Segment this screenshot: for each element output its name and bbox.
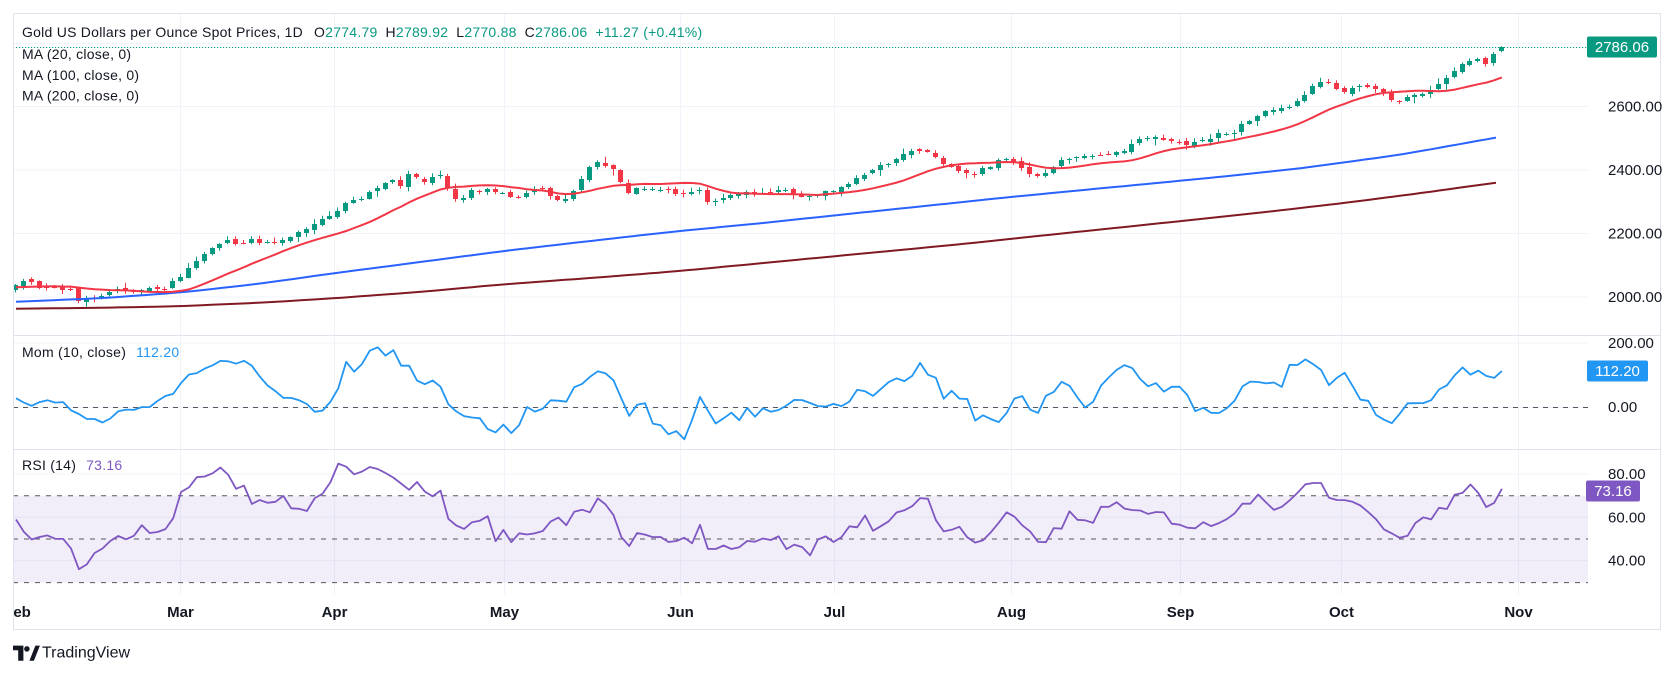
svg-text:Sep: Sep bbox=[1167, 604, 1195, 621]
svg-text:TradingView: TradingView bbox=[42, 645, 130, 662]
svg-text:200.00: 200.00 bbox=[1608, 335, 1654, 352]
svg-text:0.00: 0.00 bbox=[1608, 399, 1637, 416]
svg-text:Gold US Dollars per Ounce Spot: Gold US Dollars per Ounce Spot Prices, 1… bbox=[22, 24, 702, 40]
svg-text:2600.00: 2600.00 bbox=[1608, 99, 1662, 116]
svg-text:Feb: Feb bbox=[4, 604, 31, 621]
svg-text:RSI (14)73.16: RSI (14) 73.16 bbox=[22, 457, 122, 473]
svg-text:Aug: Aug bbox=[997, 604, 1026, 621]
svg-text:112.20: 112.20 bbox=[1595, 363, 1640, 380]
svg-text:Jun: Jun bbox=[667, 604, 694, 621]
svg-text:Apr: Apr bbox=[322, 604, 348, 621]
svg-text:2000.00: 2000.00 bbox=[1608, 289, 1662, 306]
svg-text:MA (20, close, 0): MA (20, close, 0) bbox=[22, 46, 131, 62]
svg-text:MA (200, close, 0): MA (200, close, 0) bbox=[22, 88, 139, 104]
svg-text:40.00: 40.00 bbox=[1608, 553, 1646, 570]
svg-text:80.00: 80.00 bbox=[1608, 466, 1646, 483]
svg-text:May: May bbox=[490, 604, 520, 621]
svg-text:Nov: Nov bbox=[1504, 604, 1533, 621]
svg-text:Jul: Jul bbox=[824, 604, 846, 621]
svg-text:60.00: 60.00 bbox=[1608, 510, 1646, 527]
svg-text:Oct: Oct bbox=[1329, 604, 1354, 621]
svg-text:Mom (10, close)112.20: Mom (10, close) 112.20 bbox=[22, 344, 179, 360]
svg-text:MA (100, close, 0): MA (100, close, 0) bbox=[22, 67, 139, 83]
svg-text:2786.06: 2786.06 bbox=[1595, 39, 1649, 56]
svg-text:2200.00: 2200.00 bbox=[1608, 226, 1662, 243]
svg-text:2400.00: 2400.00 bbox=[1608, 162, 1662, 179]
svg-text:Mar: Mar bbox=[167, 604, 194, 621]
svg-text:73.16: 73.16 bbox=[1594, 483, 1632, 500]
